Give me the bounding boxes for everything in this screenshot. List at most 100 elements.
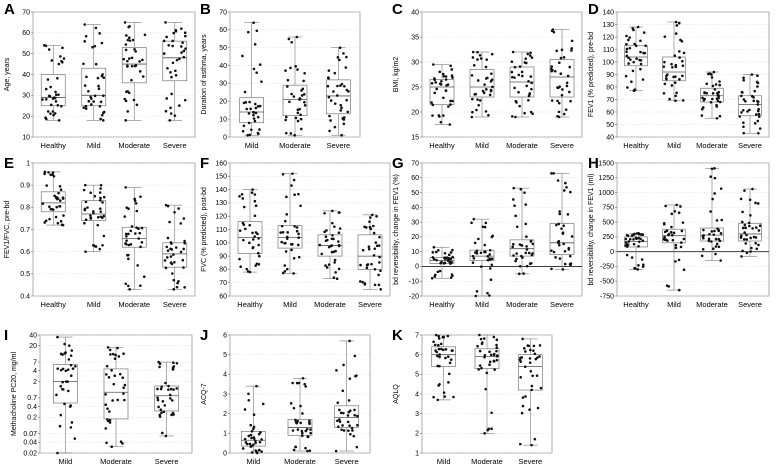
data-point [56,451,59,455]
data-point [742,131,745,135]
box-severe [154,360,180,438]
data-point [472,217,476,221]
data-point [184,47,187,50]
data-point [754,241,757,245]
data-point [511,50,515,54]
x-category-label: Moderate [284,457,316,465]
data-point [700,254,704,258]
panel-D: D 40 50 60 70 80 90 100 110 120 130 140 FEV1 (% pred… [588,1,770,150]
data-point [719,259,722,262]
data-point [166,249,170,252]
data-point [624,241,628,244]
data-point [527,344,531,348]
y-tick-label: 0.9 [20,182,30,189]
data-point [631,69,635,73]
y-tick-label: 50 [606,122,614,129]
data-point [475,249,479,253]
data-point [626,243,630,246]
data-point [372,224,375,228]
data-point [338,211,341,214]
data-point [639,67,642,71]
data-point [280,240,283,244]
data-point [711,92,715,95]
data-point [437,347,441,351]
data-point [632,238,635,241]
data-point [177,207,180,210]
data-point [518,104,521,108]
data-point [169,70,172,74]
data-point [105,364,109,368]
data-point [73,364,77,368]
data-point [308,449,312,453]
data-point [443,395,447,398]
data-point [251,238,255,241]
data-point [739,197,743,201]
data-point [252,21,255,25]
y-tick-label: 10 [22,134,30,141]
data-point [527,80,530,83]
data-point [535,374,539,377]
data-point [472,257,476,260]
data-point [713,192,716,195]
data-point [44,44,48,48]
data-point [677,211,681,215]
panel-letter-B: B [200,1,211,18]
data-point [757,131,760,135]
data-point [482,337,486,340]
data-point [483,355,486,359]
data-point [536,406,540,410]
data-point [102,94,105,98]
data-point [303,100,306,104]
data-point [249,423,253,427]
data-point [247,434,251,438]
data-point [372,254,376,257]
data-point [529,110,533,114]
data-point [173,114,177,117]
data-point [444,89,448,92]
data-point [171,272,174,275]
data-point [436,398,440,402]
data-point [524,57,528,60]
data-point [166,66,169,70]
data-point [84,218,88,221]
data-point [47,171,50,174]
data-point [624,74,628,78]
data-point [440,260,443,264]
data-point [172,365,176,368]
data-point [300,431,304,435]
y-tick-label: 80 [606,84,614,91]
data-point [289,66,292,70]
data-point [633,88,637,91]
data-point [750,73,754,76]
data-point [526,52,530,56]
data-point [114,353,117,357]
y-tick-label: 4 [415,391,419,398]
data-point [341,424,344,427]
data-point [318,243,322,247]
data-point [488,267,492,270]
data-point [488,248,492,252]
data-point [68,405,72,408]
data-point [130,78,133,82]
data-point [254,231,258,234]
box-healthy [237,188,263,274]
data-point [533,352,537,356]
data-point [126,38,130,42]
data-point [446,259,450,262]
data-point [291,172,294,175]
data-point [135,209,139,213]
panel-letter-A: A [4,1,15,18]
data-point [59,413,63,417]
data-point [717,229,721,233]
data-point [167,384,170,388]
data-point [99,187,102,190]
y-tick-label: 130 [602,22,614,29]
box-healthy [429,245,455,280]
data-point [437,114,441,117]
data-point [116,346,119,350]
data-point [127,57,131,60]
data-point [356,414,359,418]
data-point [125,90,128,94]
data-point [524,395,527,398]
y-tick-label: 20 [219,99,227,106]
